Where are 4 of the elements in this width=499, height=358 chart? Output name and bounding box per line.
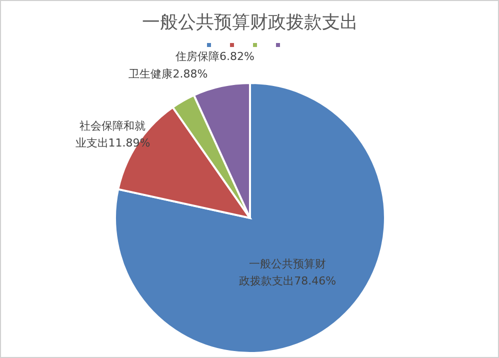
slice-label: 住房保障6.82% [175,50,254,63]
category-label: 一般公共预算财政拨款支出78.46% [239,258,336,288]
slice-label: 卫生健康2.88% [128,68,208,81]
slice-label: 一般公共预算财政拨款支出 [142,12,358,33]
